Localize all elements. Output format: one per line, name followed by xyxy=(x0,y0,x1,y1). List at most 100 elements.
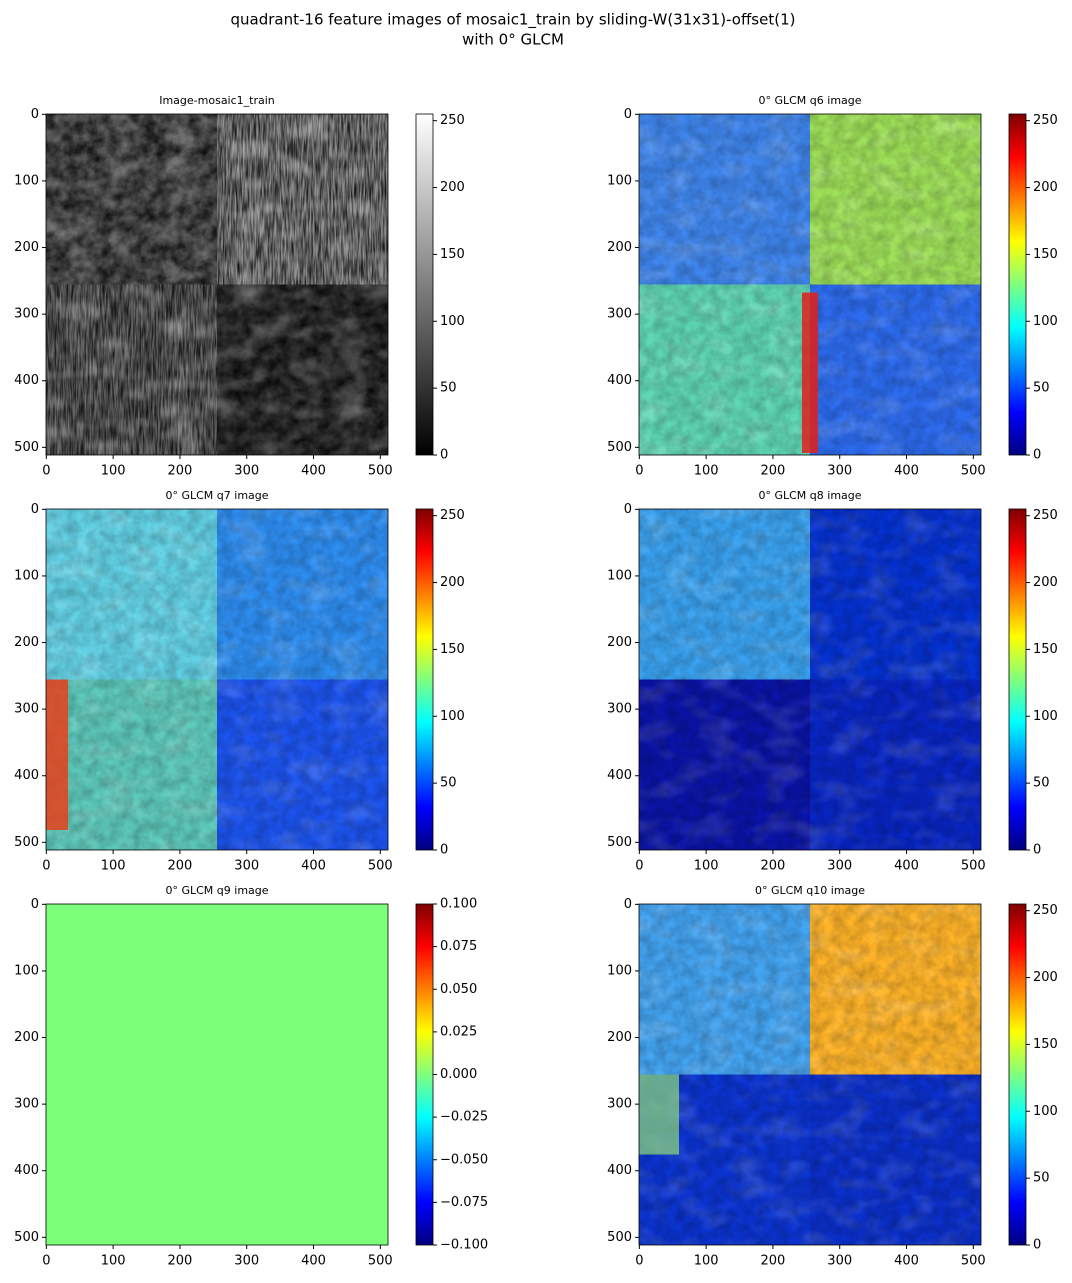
panel-title: Image-mosaic1_train xyxy=(159,94,275,107)
image-feature xyxy=(639,1074,679,1155)
axes-frame xyxy=(45,508,389,851)
x-tick-label: 100 xyxy=(101,859,126,874)
image-texture xyxy=(46,509,388,850)
y-tick-label: 500 xyxy=(14,440,39,455)
colorbar-tick-label: 0 xyxy=(1033,1238,1041,1253)
colorbar-tick-label: 250 xyxy=(440,113,465,128)
colorbar xyxy=(415,508,434,851)
colorbar-tick-label: 50 xyxy=(1033,776,1050,791)
panel-title: 0° GLCM q10 image xyxy=(755,884,865,897)
x-tick-label: 200 xyxy=(761,859,786,874)
x-tick-label: 500 xyxy=(368,464,393,479)
x-tick-label: 200 xyxy=(168,1254,193,1269)
x-tick-label: 200 xyxy=(761,1254,786,1269)
x-tick-label: 300 xyxy=(234,464,259,479)
x-tick-label: 400 xyxy=(894,464,919,479)
y-tick-label: 100 xyxy=(607,173,632,188)
image-feature xyxy=(802,292,818,453)
colorbar-tick-label: 200 xyxy=(440,180,465,195)
axes-frame xyxy=(638,113,982,456)
colorbar-tick-label: 250 xyxy=(1033,508,1058,523)
panel xyxy=(46,509,388,850)
x-tick-label: 500 xyxy=(961,464,986,479)
colorbar-tick-label: 150 xyxy=(440,642,465,657)
colorbar-tick-label: 200 xyxy=(1033,575,1058,590)
y-tick-label: 500 xyxy=(607,440,632,455)
y-tick-label: 500 xyxy=(607,1230,632,1245)
panel xyxy=(46,114,388,455)
panel-title: 0° GLCM q9 image xyxy=(165,884,268,897)
colorbar-tick-label: 150 xyxy=(1033,247,1058,262)
panel xyxy=(639,114,981,455)
x-tick-label: 500 xyxy=(368,1254,393,1269)
colorbar-tick-label: −0.050 xyxy=(440,1152,488,1167)
colorbar xyxy=(415,903,434,1246)
colorbar-tick-label: 50 xyxy=(1033,381,1050,396)
axes-frame xyxy=(45,903,389,1246)
x-tick-label: 300 xyxy=(234,859,259,874)
x-tick-label: 400 xyxy=(894,1254,919,1269)
colorbar-tick-label: 0.100 xyxy=(440,897,477,912)
x-tick-label: 400 xyxy=(301,1254,326,1269)
figure-title: quadrant-16 feature images of mosaic1_tr… xyxy=(231,11,796,30)
y-tick-label: 200 xyxy=(607,240,632,255)
y-tick-label: 200 xyxy=(14,240,39,255)
y-tick-label: 300 xyxy=(607,702,632,717)
y-tick-label: 300 xyxy=(14,307,39,322)
y-tick-label: 100 xyxy=(607,963,632,978)
y-tick-label: 300 xyxy=(607,1097,632,1112)
y-tick-label: 0 xyxy=(31,897,39,912)
x-tick-label: 0 xyxy=(635,464,643,479)
image-texture xyxy=(217,114,388,285)
x-tick-label: 100 xyxy=(101,464,126,479)
y-tick-label: 400 xyxy=(607,1163,632,1178)
y-tick-label: 200 xyxy=(14,635,39,650)
colorbar-tick-label: 50 xyxy=(440,381,457,396)
y-tick-label: 0 xyxy=(624,502,632,517)
panel-title: 0° GLCM q8 image xyxy=(758,489,861,502)
y-tick-label: 100 xyxy=(14,568,39,583)
colorbar xyxy=(1008,113,1027,456)
colorbar-tick-label: 100 xyxy=(440,709,465,724)
panel xyxy=(639,509,981,850)
colorbar-tick-label: 50 xyxy=(440,776,457,791)
panel xyxy=(46,904,388,1245)
panel-title: 0° GLCM q6 image xyxy=(758,94,861,107)
x-tick-label: 500 xyxy=(368,859,393,874)
axes-frame xyxy=(45,113,389,456)
y-tick-label: 200 xyxy=(14,1030,39,1045)
image-texture xyxy=(639,904,981,1245)
y-tick-label: 300 xyxy=(607,307,632,322)
colorbar-tick-label: 200 xyxy=(440,575,465,590)
y-tick-label: 0 xyxy=(31,107,39,122)
colorbar-tick-label: −0.100 xyxy=(440,1238,488,1253)
x-tick-label: 300 xyxy=(827,464,852,479)
colorbar-tick-label: 150 xyxy=(440,247,465,262)
colorbar-tick-label: 250 xyxy=(1033,113,1058,128)
colorbar-tick-label: 0.025 xyxy=(440,1024,477,1039)
panel xyxy=(639,904,981,1245)
colorbar-tick-label: 200 xyxy=(1033,970,1058,985)
image-texture xyxy=(639,509,981,850)
colorbar-tick-label: 0 xyxy=(440,448,448,463)
y-tick-label: 200 xyxy=(607,635,632,650)
colorbar-tick-label: −0.025 xyxy=(440,1110,488,1125)
y-tick-label: 100 xyxy=(607,568,632,583)
colorbar xyxy=(1008,903,1027,1246)
x-tick-label: 200 xyxy=(168,464,193,479)
figure-title: with 0° GLCM xyxy=(462,31,564,49)
y-tick-label: 0 xyxy=(624,897,632,912)
x-tick-label: 400 xyxy=(301,859,326,874)
panel-title: 0° GLCM q7 image xyxy=(165,489,268,502)
colorbar-tick-label: 0 xyxy=(440,843,448,858)
y-tick-label: 0 xyxy=(31,502,39,517)
x-tick-label: 0 xyxy=(42,1254,50,1269)
colorbar-tick-label: 100 xyxy=(1033,709,1058,724)
y-tick-label: 400 xyxy=(607,768,632,783)
colorbar-tick-label: 0.000 xyxy=(440,1067,477,1082)
y-tick-label: 300 xyxy=(14,702,39,717)
colorbar xyxy=(1008,508,1027,851)
x-tick-label: 200 xyxy=(761,464,786,479)
axes-frame xyxy=(638,903,982,1246)
